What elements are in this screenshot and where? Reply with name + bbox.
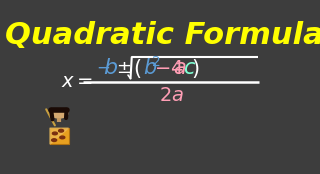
Text: $2$: $2$ [151, 55, 160, 69]
Text: Quadratic Formula: Quadratic Formula [4, 21, 320, 50]
Circle shape [59, 129, 64, 132]
Circle shape [52, 139, 57, 141]
Circle shape [52, 132, 57, 135]
Text: $c$: $c$ [183, 58, 196, 78]
Text: $a$: $a$ [173, 58, 186, 78]
FancyBboxPatch shape [50, 128, 68, 144]
Text: $2a$: $2a$ [159, 86, 184, 105]
Text: $($: $($ [133, 57, 143, 80]
Text: $-4$: $-4$ [154, 59, 184, 78]
Text: $-$: $-$ [96, 58, 110, 76]
Text: $x=$: $x=$ [61, 72, 93, 91]
Text: $b$: $b$ [143, 58, 157, 78]
Text: $b$: $b$ [103, 58, 118, 78]
Circle shape [51, 109, 68, 118]
Polygon shape [50, 128, 68, 144]
Text: $)$: $)$ [191, 57, 200, 80]
Circle shape [60, 136, 65, 139]
Text: $\pm$: $\pm$ [116, 60, 131, 77]
